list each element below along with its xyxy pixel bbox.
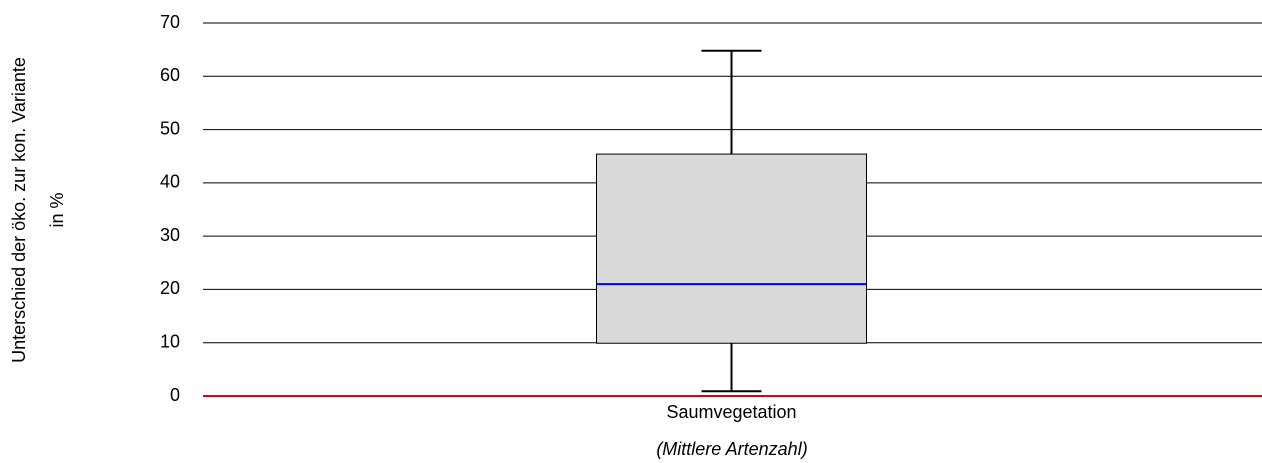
x-tick-label: Saumvegetation — [666, 402, 796, 422]
y-tick-label: 40 — [160, 172, 180, 192]
box — [596, 153, 867, 344]
y-axis-label: Unterschied der öko. zur kon. Variante — [9, 57, 29, 363]
y-tick-label: 0 — [170, 385, 180, 405]
y-tick-label: 60 — [160, 65, 180, 85]
y-tick-label: 50 — [160, 118, 180, 138]
y-tick-label: 70 — [160, 12, 180, 32]
x-axis-label: (Mittlere Artenzahl) — [656, 439, 807, 459]
y-tick-label: 20 — [160, 278, 180, 298]
y-axis-label: in % — [47, 192, 67, 227]
y-tick-label: 10 — [160, 331, 180, 351]
y-tick-label: 30 — [160, 225, 180, 245]
